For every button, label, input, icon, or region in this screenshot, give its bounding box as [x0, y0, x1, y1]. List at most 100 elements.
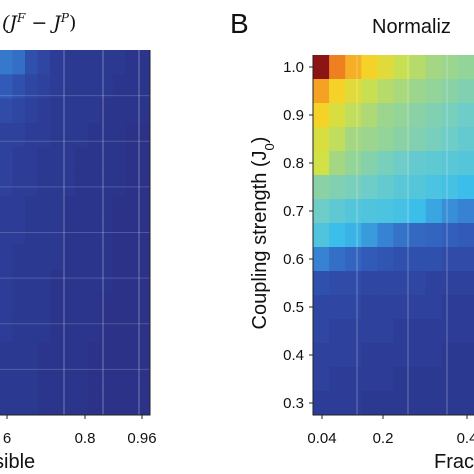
panel-a-cell — [37, 98, 51, 124]
panel-a-cell — [25, 342, 38, 367]
panel-a-cell — [62, 147, 76, 173]
panel-b-cell — [313, 151, 330, 176]
panel-a-cell — [100, 366, 113, 392]
panel-a-cell — [75, 269, 88, 294]
panel-a-cell — [62, 123, 76, 148]
panel-b-cell — [361, 103, 378, 128]
panel-b-cell — [345, 55, 362, 80]
panel-b-cell — [329, 271, 346, 296]
panel-a-cell — [62, 74, 76, 100]
panel-b-cell — [361, 367, 378, 392]
panel-a-cell — [87, 98, 101, 124]
panel-a-cell — [62, 366, 76, 392]
panel-b-cell — [425, 223, 443, 248]
panel-a-cell — [137, 293, 151, 319]
panel-b-cell — [345, 151, 362, 176]
panel-a-cell — [125, 220, 138, 246]
panel-b-cell — [393, 223, 410, 248]
panel-b-cell — [361, 319, 378, 344]
panel-b-cell — [441, 199, 459, 224]
panel-a-cell — [12, 98, 26, 124]
panel-a-cell — [87, 366, 101, 392]
panel-b-y-axis-label: Coupling strength (J0) — [249, 137, 277, 330]
panel-b-cell — [313, 103, 330, 128]
panel-a-title-jp: J — [49, 12, 62, 34]
panel-b-cell — [441, 247, 459, 272]
panel-b-cell — [377, 55, 394, 80]
panel-b-cell — [425, 55, 443, 80]
panel-b-cell — [329, 391, 346, 416]
panel-a-cell — [112, 50, 126, 75]
panel-b-cell — [441, 55, 459, 80]
panel-b-cell — [409, 55, 427, 80]
panel-a-cell — [87, 342, 101, 367]
panel-b-cell — [457, 103, 474, 128]
panel-a-cell — [37, 342, 51, 367]
panel-b-cell — [425, 295, 443, 320]
panel-a-cell — [100, 123, 113, 148]
panel-a-cell — [12, 171, 26, 197]
panel-b-cell — [329, 175, 346, 200]
panel-b-cell — [345, 319, 362, 344]
panel-a-cell — [12, 244, 26, 270]
panel-a-cell — [137, 147, 151, 173]
panel-b-title: Normaliz — [372, 16, 451, 38]
panel-b-cell — [329, 367, 346, 392]
panel-a-cell — [50, 98, 63, 124]
panel-a-cell — [87, 123, 101, 148]
panel-b-cell — [457, 55, 474, 80]
panel-a-title-f: F — [16, 11, 26, 25]
panel-a-x-axis-label: sible — [0, 451, 35, 473]
panel-a-cell — [62, 342, 76, 367]
panel-b-cell — [377, 367, 394, 392]
panel-a-cell — [12, 123, 26, 148]
panel-a-cell — [25, 147, 38, 173]
panel-a-cell — [12, 196, 26, 221]
panel-a-cell — [75, 196, 88, 221]
panel-b-cell — [393, 367, 410, 392]
panel-a-cell — [0, 390, 13, 416]
panel-b-cell — [409, 271, 427, 296]
panel-b-cell — [425, 271, 443, 296]
panel-b-y-tick-label: 0.8 — [283, 155, 304, 172]
panel-a-cell — [112, 269, 126, 294]
panel-b-cell — [393, 151, 410, 176]
panel-a-cell — [100, 98, 113, 124]
panel-b-cell — [329, 319, 346, 344]
panel-a-cell — [0, 50, 13, 75]
panel-b-cell — [393, 199, 410, 224]
panel-b-cell — [361, 175, 378, 200]
panel-a-x-tick-label: 0.96 — [127, 430, 156, 447]
panel-a-cell — [100, 50, 113, 75]
panel-a-cell — [100, 220, 113, 246]
panel-b-cell — [313, 343, 330, 368]
panel-a-cell — [12, 269, 26, 294]
panel-a-cell — [125, 342, 138, 367]
panel-a-cell — [75, 220, 88, 246]
panel-a-cell — [62, 293, 76, 319]
panel-b-y-tick-label: 0.9 — [283, 107, 304, 124]
panel-a-cell — [125, 196, 138, 221]
panel-b-cell — [377, 175, 394, 200]
panel-b-cell — [441, 391, 459, 416]
panel-b-cell — [425, 175, 443, 200]
panel-a-cell — [125, 171, 138, 197]
panel-b-y-axis-label-main: Coupling strength (J — [249, 150, 271, 329]
panel-a-cell — [100, 269, 113, 294]
panel-b-cell — [345, 247, 362, 272]
panel-a-cell — [37, 366, 51, 392]
panel-a-cell — [0, 123, 13, 148]
panel-b-cell — [441, 103, 459, 128]
panel-b-cell — [409, 295, 427, 320]
panel-a-title: (JF − JP) — [2, 11, 76, 34]
panel-a-cell — [50, 342, 63, 367]
panel-a-cell — [25, 196, 38, 221]
panel-a-title-p: P — [60, 11, 70, 25]
panel-a-cell — [12, 147, 26, 173]
panel-b-cell — [393, 247, 410, 272]
panel-a-cell — [87, 244, 101, 270]
panel-a-cell — [112, 98, 126, 124]
panel-b-cell — [345, 79, 362, 104]
panel-b-cell — [457, 343, 474, 368]
